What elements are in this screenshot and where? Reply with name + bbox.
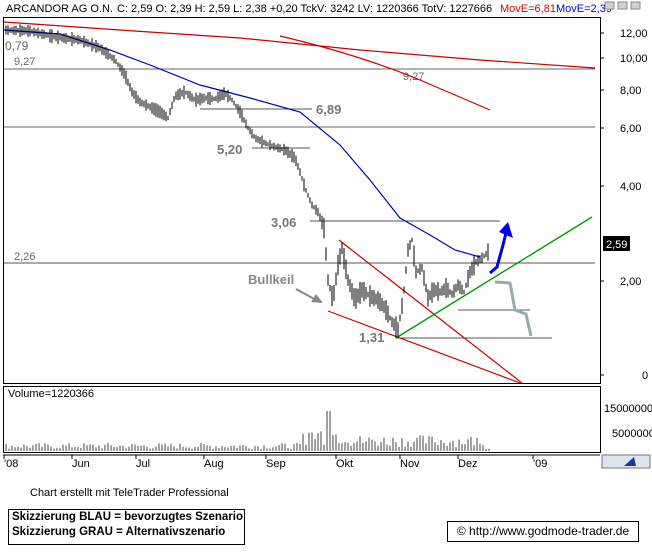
- last-price-label: 2,59: [606, 239, 627, 251]
- wedge-upper-line: [338, 239, 523, 384]
- price-panel-frame: [3, 17, 601, 384]
- scenario-blue-path: [489, 224, 510, 275]
- label-520: 5,20: [217, 142, 242, 157]
- window-maximize-button[interactable]: [617, 1, 628, 10]
- instrument-name: ARCANDOR AG O.N.: [6, 3, 113, 15]
- window-close-button[interactable]: [630, 1, 641, 10]
- wedge-lower-line: [327, 310, 521, 384]
- label-689: 6,89: [316, 102, 341, 117]
- last-price-badge: [603, 236, 630, 251]
- source-link[interactable]: © http://www.godmode-trader.de: [447, 521, 639, 542]
- price-tick-label: 12,00: [620, 28, 648, 40]
- ma-short-line: [3, 29, 481, 258]
- bullkeil-arrow-head: [311, 294, 323, 303]
- time-tick-label: Jun: [72, 458, 90, 470]
- time-tick-label: Okt: [336, 458, 353, 470]
- label-927-left: 9,27: [14, 56, 35, 68]
- copyright-icon: ©: [456, 524, 466, 538]
- uptrend-line: [395, 216, 593, 339]
- label-306: 3,06: [271, 215, 296, 230]
- quote-line: C: 2,59 O: 2,39 H: 2,59 L: 2,38 +0,20 Tc…: [117, 3, 492, 15]
- price-tick-label: 6,00: [620, 123, 641, 135]
- time-tick-label: '09: [533, 458, 547, 470]
- price-tick-label: 2,00: [620, 276, 641, 288]
- mov-e-red-label: MovE=6,81: [500, 3, 556, 15]
- time-tick-label: Sep: [266, 458, 286, 470]
- time-tick-label: Nov: [400, 458, 420, 470]
- price-tick-label: 4,00: [620, 181, 641, 193]
- label-226: 2,26: [14, 251, 35, 263]
- source-url: http://www.godmode-trader.de: [469, 524, 630, 538]
- scenario-blue-arrowhead: [499, 222, 513, 238]
- price-axis: 12,00 10,00 8,00 6,00 4,00 2,00 0: [600, 28, 648, 382]
- label-079: 0,79: [5, 39, 29, 53]
- price-series: [5, 24, 489, 339]
- bullkeil-arrow-shaft: [295, 288, 317, 301]
- header-instrument: ARCANDOR AG O.N. C: 2,59 O: 2,39 H: 2,59 …: [6, 3, 492, 15]
- time-tick-label: '08: [4, 458, 18, 470]
- time-tick-label: Aug: [204, 458, 224, 470]
- label-bullkeil: Bullkeil: [248, 272, 294, 287]
- price-tick-label: 8,00: [620, 85, 641, 97]
- scenario-grey-path: [494, 280, 533, 337]
- label-131: 1,31: [359, 330, 384, 345]
- mov-e-blue-label: MovE=2,39: [556, 3, 612, 15]
- volume-tick-15000000: 15000000: [604, 403, 652, 415]
- scenario-legend: Skizzierung BLAU = bevorzugtes Szenario …: [8, 509, 245, 545]
- nav-scroll-widget[interactable]: [601, 454, 651, 469]
- volume-tick-5000000: 5000000: [612, 428, 652, 440]
- chart-credit: Chart erstellt mit TeleTrader Profession…: [30, 487, 229, 499]
- nav-arrow-icon[interactable]: [624, 457, 636, 466]
- window-restore-button[interactable]: [604, 1, 615, 10]
- price-tick-label: 10,00: [620, 53, 648, 65]
- volume-label: Volume=1220366: [8, 388, 94, 400]
- legend-blue: Skizzierung BLAU = bevorzugtes Szenario: [12, 511, 244, 523]
- price-tick-label: 0: [642, 370, 648, 382]
- volume-panel-frame: [3, 386, 601, 453]
- time-tick-label: Dez: [458, 458, 478, 470]
- time-axis: '08 Jun Jul Aug Sep Okt Nov Dez '09: [3, 455, 547, 470]
- volume-bars: [5, 411, 490, 451]
- time-tick-label: Jul: [136, 458, 150, 470]
- ma-mid-line: [279, 35, 491, 111]
- legend-grey: Skizzierung GRAU = Alternativszenario: [12, 526, 226, 538]
- ma-long-line: [3, 21, 596, 69]
